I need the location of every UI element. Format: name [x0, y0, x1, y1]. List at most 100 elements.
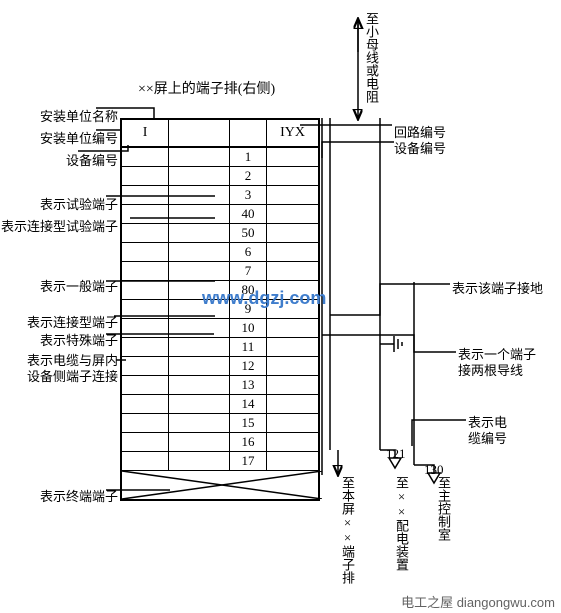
bottom-vertical-label: 至××配电装置 — [392, 476, 411, 571]
terminal-cell — [267, 452, 318, 470]
terminal-row: 16 — [122, 433, 318, 452]
terminal-cell — [122, 243, 169, 261]
terminal-cell — [122, 224, 169, 242]
terminal-cell — [122, 452, 169, 470]
terminal-row: 10 — [122, 319, 318, 338]
terminal-cell: 7 — [230, 262, 267, 280]
right-label: 表示该端子接地 — [452, 278, 543, 297]
terminal-cell — [267, 319, 318, 337]
header-cell — [169, 120, 230, 146]
header-cell — [230, 120, 267, 146]
terminal-cell: 6 — [230, 243, 267, 261]
header-cell: I — [122, 120, 169, 146]
terminal-cell — [169, 224, 230, 242]
terminal-cell — [169, 186, 230, 204]
terminal-cell — [122, 433, 169, 451]
terminal-cell — [122, 281, 169, 299]
terminal-row: 7 — [122, 262, 318, 281]
terminal-cell — [267, 167, 318, 185]
terminal-cell — [122, 395, 169, 413]
terminal-cell: 50 — [230, 224, 267, 242]
terminal-cell — [169, 376, 230, 394]
left-label: 表示连接型端子 — [27, 312, 118, 331]
terminal-cell — [267, 148, 318, 166]
terminal-cell: 17 — [230, 452, 267, 470]
terminal-cell — [169, 148, 230, 166]
terminal-cell — [267, 224, 318, 242]
header-cell: IYX — [267, 120, 318, 146]
terminal-row: 12 — [122, 357, 318, 376]
top-vertical-label: 至小母线或电阻 — [362, 12, 381, 103]
terminal-cell — [169, 395, 230, 413]
terminal-row: 6 — [122, 243, 318, 262]
terminal-row: 11 — [122, 338, 318, 357]
terminal-cell — [267, 205, 318, 223]
watermark: www.dgzj.com — [202, 288, 326, 309]
bottom-vertical-label: 至主控制室 — [434, 476, 453, 541]
left-label: 表示特殊端子 — [40, 330, 118, 349]
terminal-cell — [122, 319, 169, 337]
left-label: 表示终端端子 — [40, 486, 118, 505]
terminal-row: 1 — [122, 148, 318, 167]
terminal-cell — [122, 338, 169, 356]
terminal-cell — [267, 243, 318, 261]
terminal-cell: 40 — [230, 205, 267, 223]
terminal-cell: 3 — [230, 186, 267, 204]
terminal-cell — [122, 148, 169, 166]
terminal-block: IIYX1234050678091011121314151617 — [120, 118, 320, 501]
right-label: 缆编号 — [468, 428, 507, 447]
terminal-cell — [267, 338, 318, 356]
terminal-cell — [122, 205, 169, 223]
terminal-cell — [169, 167, 230, 185]
top-title: ××屏上的端子排(右侧) — [138, 78, 275, 98]
terminal-cell — [169, 319, 230, 337]
terminal-cell — [267, 414, 318, 432]
terminal-cell — [169, 338, 230, 356]
left-label: 设备编号 — [66, 150, 118, 169]
terminal-cell — [122, 357, 169, 375]
right-label: 设备编号 — [394, 138, 446, 157]
terminal-cell — [267, 395, 318, 413]
terminal-cell: 10 — [230, 319, 267, 337]
terminal-cell — [267, 357, 318, 375]
terminal-cell: 2 — [230, 167, 267, 185]
terminal-row: 2 — [122, 167, 318, 186]
terminal-cell — [122, 376, 169, 394]
right-label: 接两根导线 — [458, 360, 523, 379]
terminal-cell — [122, 300, 169, 318]
terminal-cell: 13 — [230, 376, 267, 394]
left-label: 表示连接型试验端子 — [1, 216, 118, 235]
terminal-row: 15 — [122, 414, 318, 433]
terminal-cell — [267, 376, 318, 394]
header-row: I IYX — [122, 120, 318, 148]
cable-number: 130 — [424, 462, 444, 478]
footer: 电工之屋 diangongwu.com — [401, 592, 555, 611]
terminal-cell — [122, 167, 169, 185]
terminal-cell — [169, 357, 230, 375]
terminal-cell — [267, 262, 318, 280]
terminal-row: 17 — [122, 452, 318, 471]
left-label: 设备侧端子连接 — [27, 366, 118, 385]
terminal-cell — [267, 433, 318, 451]
terminal-cell — [169, 205, 230, 223]
terminal-cell: 16 — [230, 433, 267, 451]
bottom-vertical-label: 至本屏××端子排 — [338, 476, 357, 584]
terminal-cell — [122, 414, 169, 432]
left-label: 表示试验端子 — [40, 194, 118, 213]
terminal-cell — [122, 186, 169, 204]
terminal-row: 3 — [122, 186, 318, 205]
terminal-cell: 1 — [230, 148, 267, 166]
left-label: 表示一般端子 — [40, 276, 118, 295]
terminal-cell: 11 — [230, 338, 267, 356]
terminal-cell — [122, 262, 169, 280]
terminal-row: 14 — [122, 395, 318, 414]
terminal-cell — [267, 186, 318, 204]
left-label: 安装单位名称 — [40, 106, 118, 125]
terminal-row: 50 — [122, 224, 318, 243]
terminal-cell: 14 — [230, 395, 267, 413]
terminal-cell — [169, 452, 230, 470]
terminal-row: 13 — [122, 376, 318, 395]
terminal-row: 40 — [122, 205, 318, 224]
terminal-cell — [169, 433, 230, 451]
terminal-cell: 15 — [230, 414, 267, 432]
